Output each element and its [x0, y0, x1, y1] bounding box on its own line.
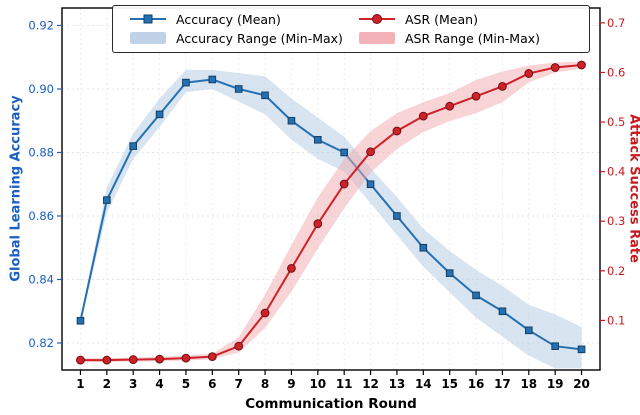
marker-square	[366, 180, 375, 189]
x-axis-label: Communication Round	[245, 396, 417, 412]
right-tick-label: 0.3	[607, 214, 625, 228]
marker-circle	[366, 147, 375, 157]
marker-circle	[498, 81, 507, 91]
right-tick-label: 0.1	[607, 313, 625, 327]
left-tick-label: 0.86	[28, 209, 54, 223]
marker-circle	[339, 179, 349, 189]
marker-square	[498, 307, 507, 316]
marker-square	[76, 316, 85, 325]
left-tick-label: 0.92	[28, 18, 54, 32]
x-tick-label: 3	[129, 377, 137, 391]
range-band-asr	[80, 61, 582, 363]
legend-line-circle-swatch	[359, 14, 395, 24]
legend-entry-accuracy-range: Accuracy Range (Min-Max)	[129, 30, 348, 46]
marker-square	[234, 85, 243, 93]
marker-square	[577, 345, 586, 354]
right-tick-label: 0.2	[607, 264, 625, 278]
x-tick-label: 10	[309, 377, 326, 391]
marker-square	[340, 148, 348, 157]
marker-square	[419, 243, 428, 252]
legend-label-asr-mean: ASR (Mean)	[405, 11, 478, 27]
x-tick-label: 8	[261, 377, 269, 391]
marker-circle	[155, 354, 164, 364]
x-tick-label: 1	[76, 377, 84, 391]
marker-circle	[234, 341, 244, 351]
marker-square	[314, 135, 322, 144]
marker-square	[208, 75, 217, 84]
x-tick-label: 13	[389, 377, 406, 391]
marker-circle	[287, 263, 296, 273]
range-band-accuracy	[80, 69, 582, 369]
marker-square	[103, 196, 111, 204]
x-tick-label: 4	[155, 377, 163, 391]
marker-circle	[524, 69, 534, 78]
marker-square	[393, 212, 401, 220]
marker-square	[524, 326, 533, 335]
marker-circle	[471, 91, 481, 101]
marker-circle	[392, 126, 402, 136]
x-tick-label: 9	[287, 377, 295, 391]
legend-entry-asr-mean: ASR (Mean)	[358, 11, 577, 27]
marker-circle	[577, 60, 586, 70]
marker-square	[155, 110, 164, 119]
legend-label-accuracy-mean: Accuracy (Mean)	[176, 11, 281, 27]
legend-entry-asr-range: ASR Range (Min-Max)	[358, 30, 577, 46]
marker-circle	[76, 355, 85, 365]
legend-label-accuracy-range: Accuracy Range (Min-Max)	[176, 30, 343, 46]
marker-circle	[102, 355, 112, 365]
marker-circle	[260, 308, 270, 318]
right-axis-label: Attack Success Rate	[626, 114, 640, 263]
marker-square	[287, 116, 296, 125]
marker-circle	[181, 353, 191, 363]
marker-circle	[418, 111, 428, 121]
x-tick-label: 15	[441, 377, 458, 391]
right-tick-label: 0.7	[607, 16, 625, 30]
marker-circle	[207, 352, 217, 362]
legend-line-square-swatch	[130, 14, 166, 24]
left-axis-label: Global Learning Accuracy	[8, 95, 24, 282]
x-tick-label: 16	[468, 377, 485, 391]
marker-square	[472, 291, 480, 300]
x-tick-label: 2	[103, 377, 111, 391]
x-tick-label: 19	[547, 377, 564, 391]
marker-square	[129, 142, 138, 150]
marker-square	[261, 91, 269, 100]
right-tick-label: 0.6	[607, 65, 625, 79]
legend-label-asr-range: ASR Range (Min-Max)	[405, 30, 541, 46]
marker-square	[551, 342, 559, 350]
left-tick-label: 0.82	[28, 336, 54, 350]
marker-circle	[550, 63, 560, 72]
marker-circle	[128, 355, 138, 364]
x-tick-label: 14	[415, 377, 432, 391]
left-tick-label: 0.84	[28, 273, 54, 287]
right-tick-label: 0.5	[607, 115, 625, 129]
x-tick-label: 12	[362, 377, 379, 391]
marker-circle	[313, 219, 323, 229]
marker-circle	[445, 101, 455, 111]
legend-band-swatch-asr	[359, 32, 395, 44]
x-tick-label: 6	[208, 377, 216, 391]
x-tick-label: 20	[573, 377, 590, 391]
right-tick-label: 0.4	[607, 165, 625, 179]
x-tick-label: 18	[520, 377, 537, 391]
x-tick-label: 17	[494, 377, 511, 391]
marker-square	[182, 78, 190, 87]
x-tick-label: 11	[336, 377, 353, 391]
marker-square	[445, 269, 454, 277]
left-tick-label: 0.90	[28, 82, 54, 96]
legend-entry-accuracy-mean: Accuracy (Mean)	[129, 11, 348, 27]
x-tick-label: 5	[182, 377, 190, 391]
legend: Accuracy (Mean) ASR (Mean) Accuracy Rang…	[112, 5, 590, 53]
legend-band-swatch-accuracy	[130, 32, 166, 44]
mean-line-accuracy	[79, 78, 582, 351]
x-tick-label: 7	[235, 377, 243, 391]
left-tick-label: 0.88	[28, 145, 54, 159]
